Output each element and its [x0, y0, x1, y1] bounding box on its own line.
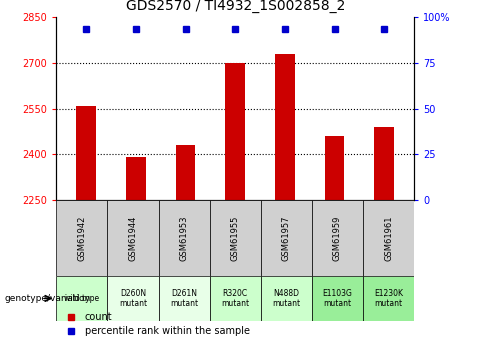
Bar — [56, 200, 107, 276]
Text: R320C
mutant: R320C mutant — [221, 289, 249, 308]
Text: GSM61957: GSM61957 — [282, 215, 291, 261]
Text: GSM61961: GSM61961 — [384, 215, 393, 261]
Bar — [107, 200, 159, 276]
Bar — [126, 157, 146, 200]
Text: GSM61955: GSM61955 — [231, 215, 240, 261]
Bar — [261, 276, 312, 321]
Bar — [275, 54, 295, 200]
Bar — [159, 276, 210, 321]
Text: wild type: wild type — [64, 294, 99, 303]
Text: GSM61944: GSM61944 — [128, 215, 138, 261]
Bar — [210, 276, 261, 321]
Bar — [312, 276, 363, 321]
Text: GSM61942: GSM61942 — [77, 215, 86, 261]
Bar — [175, 145, 196, 200]
Text: E1103G
mutant: E1103G mutant — [322, 289, 352, 308]
Bar — [107, 276, 159, 321]
Bar — [225, 63, 245, 200]
Bar — [56, 276, 107, 321]
Bar — [363, 276, 414, 321]
Text: GSM61959: GSM61959 — [333, 215, 342, 261]
Bar — [324, 136, 344, 200]
Bar — [159, 200, 210, 276]
Text: GSM61953: GSM61953 — [180, 215, 189, 261]
Bar — [210, 200, 261, 276]
Text: D261N
mutant: D261N mutant — [170, 289, 198, 308]
Text: E1230K
mutant: E1230K mutant — [374, 289, 403, 308]
Text: percentile rank within the sample: percentile rank within the sample — [85, 326, 250, 336]
Text: D260N
mutant: D260N mutant — [119, 289, 147, 308]
Bar — [76, 106, 96, 200]
Bar — [363, 200, 414, 276]
Bar — [312, 200, 363, 276]
Title: GDS2570 / TI4932_1S002858_2: GDS2570 / TI4932_1S002858_2 — [125, 0, 345, 13]
Bar — [261, 200, 312, 276]
Bar — [374, 127, 394, 200]
Text: N488D
mutant: N488D mutant — [272, 289, 300, 308]
Text: genotype/variation: genotype/variation — [5, 294, 91, 303]
Text: count: count — [85, 313, 113, 322]
